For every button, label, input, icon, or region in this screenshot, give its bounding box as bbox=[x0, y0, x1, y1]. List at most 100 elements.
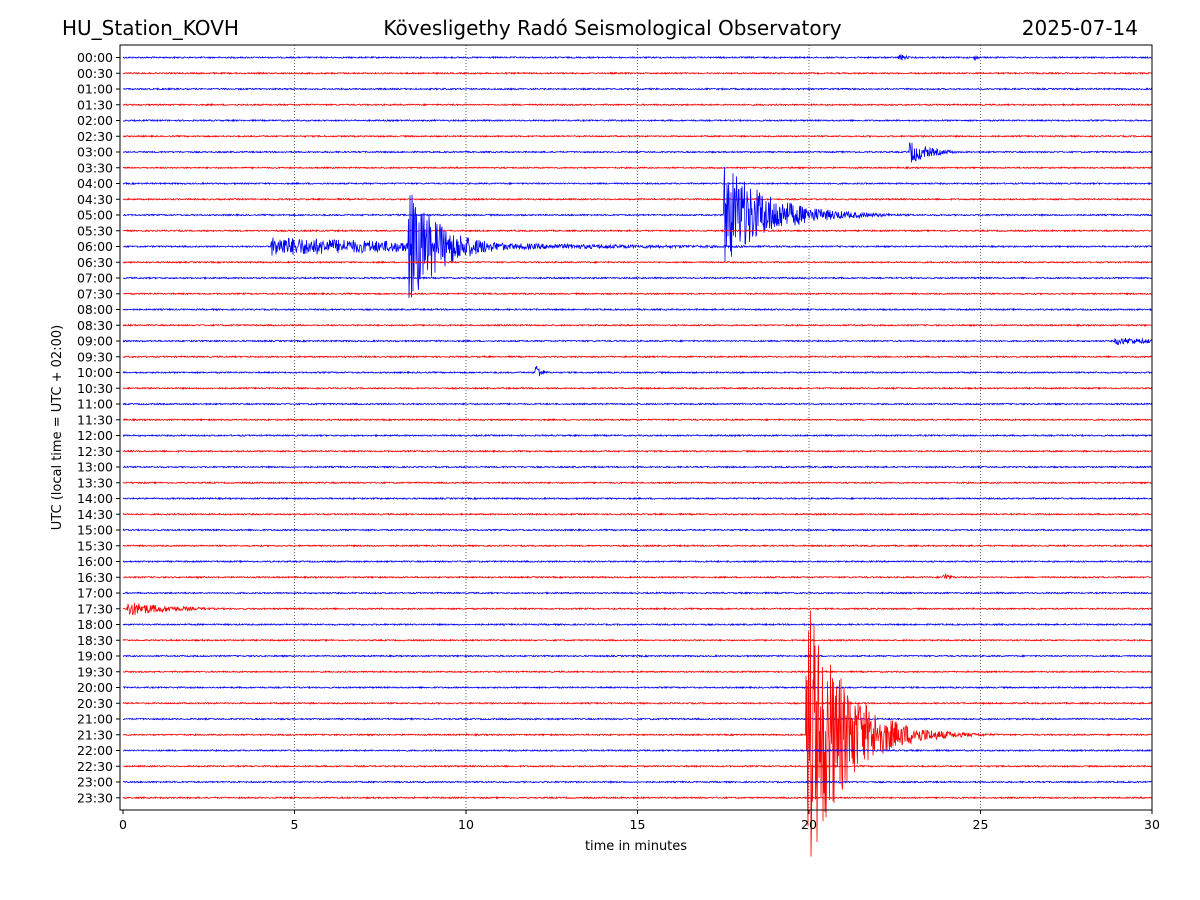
trace-0700 bbox=[122, 276, 1153, 280]
trace-0330 bbox=[122, 166, 1153, 170]
y-tick-label-6: 03:00 bbox=[77, 145, 113, 160]
y-tick-label-1: 00:30 bbox=[77, 66, 113, 81]
trace-1830 bbox=[122, 638, 1153, 643]
y-tick-label-28: 14:00 bbox=[77, 491, 113, 506]
trace-1300 bbox=[122, 465, 1153, 469]
y-axis-title: UTC (local time = UTC + 02:00) bbox=[50, 325, 65, 530]
y-tick-label-36: 18:00 bbox=[77, 617, 113, 632]
y-tick-label-39: 19:30 bbox=[77, 664, 113, 679]
y-tick-label-30: 15:00 bbox=[77, 523, 113, 538]
y-tick-label-19: 09:30 bbox=[77, 349, 113, 364]
x-tick-label-6: 30 bbox=[1144, 817, 1160, 832]
trace-0430 bbox=[122, 197, 1153, 201]
y-tick-label-44: 22:00 bbox=[77, 743, 113, 758]
trace-0030 bbox=[122, 71, 1153, 76]
grid-lines bbox=[294, 45, 981, 810]
trace-1400 bbox=[122, 496, 1153, 501]
plot-frame bbox=[119, 44, 1153, 811]
y-tick-label-25: 12:30 bbox=[77, 444, 113, 459]
x-tick-label-3: 15 bbox=[630, 817, 646, 832]
trace-1330 bbox=[122, 481, 1153, 485]
y-tick-label-9: 04:30 bbox=[77, 192, 113, 207]
trace-0130 bbox=[122, 102, 1153, 107]
trace-0230 bbox=[122, 134, 1153, 139]
y-tick-label-14: 07:00 bbox=[77, 271, 113, 286]
trace-1200 bbox=[122, 433, 1153, 438]
trace-1930 bbox=[122, 669, 1153, 674]
y-tick-label-41: 20:30 bbox=[77, 696, 113, 711]
y-tick-label-0: 00:00 bbox=[77, 50, 113, 65]
y-tick-label-21: 10:30 bbox=[77, 381, 113, 396]
trace-1700 bbox=[122, 591, 1153, 595]
chart-title: Kövesligethy Radó Seismological Observat… bbox=[383, 16, 842, 40]
x-tick-label-0: 0 bbox=[119, 817, 127, 832]
y-tick-label-24: 12:00 bbox=[77, 428, 113, 443]
trace-0830 bbox=[122, 323, 1153, 328]
trace-2000 bbox=[122, 685, 1153, 690]
trace-1000 bbox=[122, 365, 1153, 377]
trace-0530 bbox=[122, 228, 1153, 233]
trace-1730 bbox=[122, 602, 1153, 616]
y-tick-label-38: 19:00 bbox=[77, 649, 113, 664]
y-tick-label-26: 13:00 bbox=[77, 460, 113, 475]
trace-1430 bbox=[122, 512, 1153, 517]
y-tick-label-35: 17:30 bbox=[77, 601, 113, 616]
y-tick-label-8: 04:00 bbox=[77, 176, 113, 191]
y-tick-label-3: 01:30 bbox=[77, 97, 113, 112]
trace-0930 bbox=[122, 354, 1153, 359]
trace-2030 bbox=[122, 701, 1153, 706]
trace-0800 bbox=[122, 307, 1153, 312]
y-tick-label-20: 10:00 bbox=[77, 365, 113, 380]
y-tick-label-16: 08:00 bbox=[77, 302, 113, 317]
chart-date: 2025-07-14 bbox=[1021, 16, 1138, 40]
x-tick-label-2: 10 bbox=[458, 817, 474, 832]
trace-2130 bbox=[122, 610, 1153, 857]
x-tick-label-5: 25 bbox=[973, 817, 989, 832]
y-tick-label-45: 22:30 bbox=[77, 759, 113, 774]
trace-1230 bbox=[122, 449, 1153, 454]
trace-1600 bbox=[122, 559, 1153, 564]
trace-0000 bbox=[122, 54, 1153, 61]
trace-group bbox=[122, 54, 1153, 857]
trace-1100 bbox=[122, 402, 1153, 406]
y-tick-label-47: 23:30 bbox=[77, 790, 113, 805]
y-tick-label-10: 05:00 bbox=[77, 208, 113, 223]
y-tick-label-34: 17:00 bbox=[77, 586, 113, 601]
y-tick-label-46: 23:00 bbox=[77, 775, 113, 790]
y-tick-label-33: 16:30 bbox=[77, 570, 113, 585]
y-tick-label-12: 06:00 bbox=[77, 239, 113, 254]
y-tick-label-32: 16:00 bbox=[77, 554, 113, 569]
y-tick-label-13: 06:30 bbox=[77, 255, 113, 270]
trace-1500 bbox=[122, 528, 1153, 532]
trace-0630 bbox=[122, 260, 1153, 264]
trace-2100 bbox=[122, 717, 1153, 721]
x-tick-label-4: 20 bbox=[801, 817, 817, 832]
trace-0400 bbox=[122, 181, 1153, 186]
trace-2200 bbox=[122, 748, 1153, 753]
trace-1030 bbox=[122, 386, 1153, 391]
y-tick-label-43: 21:30 bbox=[77, 727, 113, 742]
y-tick-label-23: 11:30 bbox=[77, 412, 113, 427]
x-axis-title: time in minutes bbox=[585, 839, 687, 854]
trace-0300 bbox=[122, 142, 1153, 163]
y-tick-label-31: 15:30 bbox=[77, 538, 113, 553]
trace-0500 bbox=[122, 167, 1153, 263]
y-tick-label-5: 02:30 bbox=[77, 129, 113, 144]
y-tick-label-18: 09:00 bbox=[77, 334, 113, 349]
y-tick-label-4: 02:00 bbox=[77, 113, 113, 128]
y-tick-label-40: 20:00 bbox=[77, 680, 113, 695]
trace-1800 bbox=[122, 622, 1153, 627]
y-tick-label-11: 05:30 bbox=[77, 223, 113, 238]
trace-1130 bbox=[122, 417, 1153, 422]
trace-0600 bbox=[122, 194, 1153, 298]
y-tick-label-17: 08:30 bbox=[77, 318, 113, 333]
trace-2330 bbox=[122, 795, 1153, 800]
y-tick-label-42: 21:00 bbox=[77, 712, 113, 727]
trace-2230 bbox=[122, 764, 1153, 769]
trace-0200 bbox=[122, 118, 1153, 123]
y-tick-label-27: 13:30 bbox=[77, 475, 113, 490]
trace-1630 bbox=[122, 573, 1153, 580]
y-tick-label-22: 11:00 bbox=[77, 397, 113, 412]
trace-2300 bbox=[122, 780, 1153, 784]
